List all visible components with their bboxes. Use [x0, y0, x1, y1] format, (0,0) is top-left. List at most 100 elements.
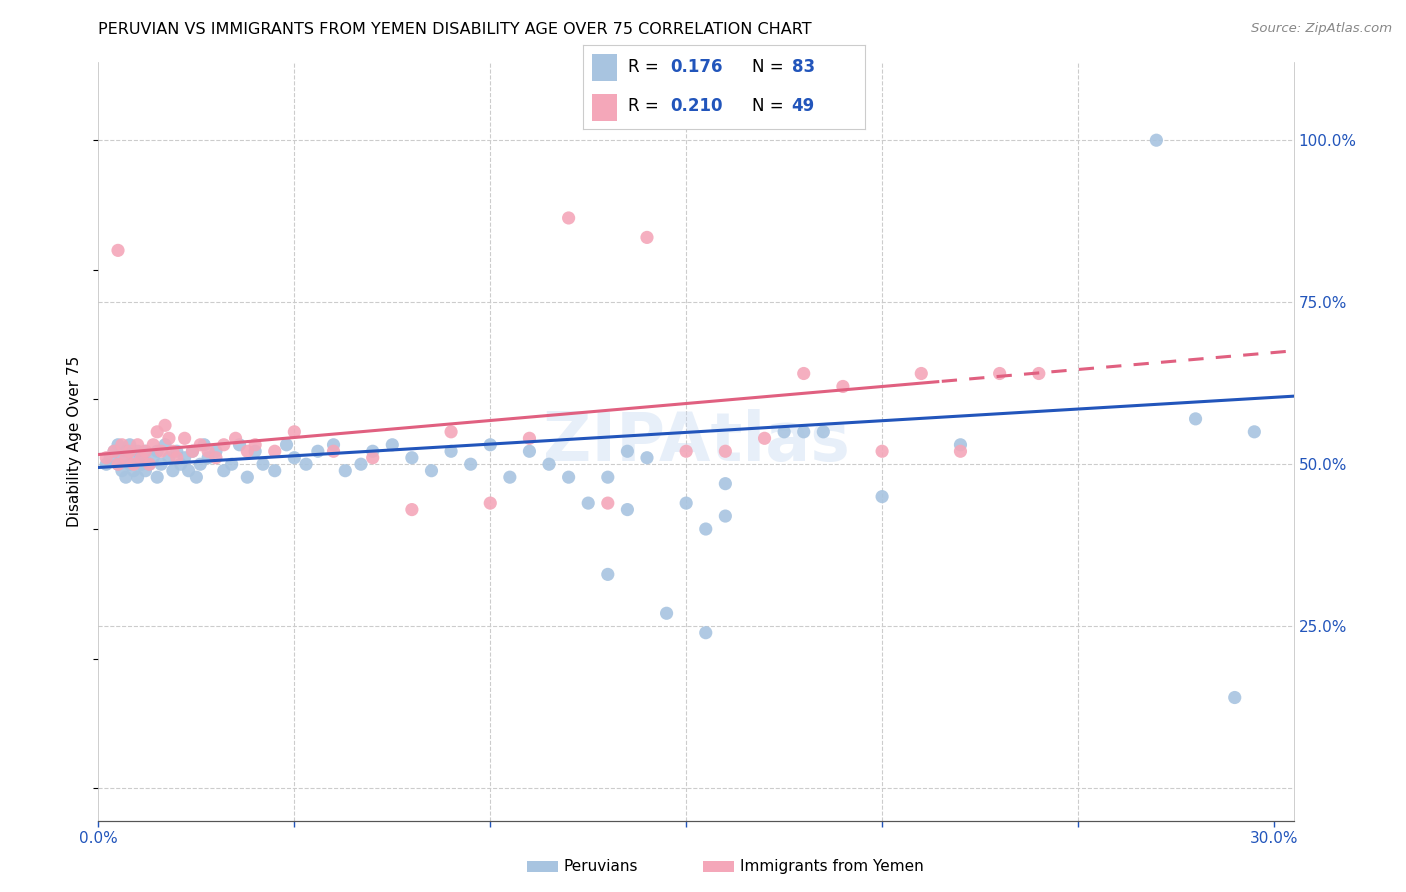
Point	[596, 470, 619, 484]
Point	[283, 450, 305, 465]
Point	[263, 444, 285, 458]
Point	[127, 470, 149, 484]
Point	[142, 450, 165, 465]
Point	[714, 476, 737, 491]
Point	[111, 450, 134, 465]
Point	[193, 438, 215, 452]
Text: Source: ZipAtlas.com: Source: ZipAtlas.com	[1251, 22, 1392, 36]
Point	[96, 457, 118, 471]
Point	[134, 464, 156, 478]
Point	[146, 444, 169, 458]
Point	[181, 444, 204, 458]
Point	[118, 438, 141, 452]
Point	[228, 438, 250, 452]
Point	[103, 444, 125, 458]
Point	[205, 444, 228, 458]
Point	[107, 457, 129, 471]
Point	[988, 367, 1011, 381]
Point	[150, 457, 173, 471]
Text: R =: R =	[628, 59, 665, 77]
Text: ZIPAtlas: ZIPAtlas	[543, 409, 849, 475]
Point	[131, 450, 153, 465]
Point	[519, 444, 541, 458]
Point	[157, 450, 180, 465]
Point	[675, 496, 697, 510]
Point	[212, 464, 235, 478]
Point	[773, 425, 796, 439]
Point	[557, 470, 579, 484]
Bar	[592, 94, 617, 120]
Point	[236, 470, 259, 484]
Y-axis label: Disability Age Over 75: Disability Age Over 75	[67, 356, 83, 527]
Point	[107, 457, 129, 471]
Point	[131, 450, 153, 465]
Point	[793, 367, 815, 381]
Text: N =: N =	[752, 97, 789, 115]
Point	[166, 450, 188, 465]
Point	[460, 457, 482, 471]
Point	[115, 444, 138, 458]
Point	[118, 457, 141, 471]
Point	[832, 379, 855, 393]
Point	[127, 444, 149, 458]
Point	[122, 450, 145, 465]
Point	[322, 438, 344, 452]
Point	[870, 444, 893, 458]
Text: 0.176: 0.176	[671, 59, 723, 77]
Point	[440, 444, 463, 458]
Point	[714, 509, 737, 524]
Text: 83: 83	[792, 59, 814, 77]
Point	[655, 607, 678, 621]
Point	[322, 444, 344, 458]
Point	[221, 457, 243, 471]
Point	[519, 431, 541, 445]
Point	[307, 444, 329, 458]
Point	[146, 470, 169, 484]
Point	[236, 444, 259, 458]
Text: PERUVIAN VS IMMIGRANTS FROM YEMEN DISABILITY AGE OVER 75 CORRELATION CHART: PERUVIAN VS IMMIGRANTS FROM YEMEN DISABI…	[98, 22, 813, 37]
Point	[754, 431, 776, 445]
Point	[205, 450, 228, 465]
Point	[263, 464, 285, 478]
Point	[243, 444, 266, 458]
Point	[596, 567, 619, 582]
Text: N =: N =	[752, 59, 789, 77]
Point	[162, 444, 184, 458]
Point	[616, 502, 638, 516]
Point	[335, 464, 357, 478]
Point	[138, 457, 160, 471]
Text: R =: R =	[628, 97, 665, 115]
Point	[440, 425, 463, 439]
Point	[479, 496, 502, 510]
Point	[173, 431, 195, 445]
Point	[479, 438, 502, 452]
Point	[166, 444, 188, 458]
Point	[170, 457, 193, 471]
Point	[636, 230, 658, 244]
Point	[118, 444, 141, 458]
Point	[162, 464, 184, 478]
Point	[596, 496, 619, 510]
Point	[111, 464, 134, 478]
Point	[107, 244, 129, 258]
Point	[695, 522, 717, 536]
Point	[1028, 367, 1050, 381]
Point	[401, 502, 423, 516]
Point	[197, 444, 219, 458]
Point	[401, 450, 423, 465]
Point	[225, 431, 247, 445]
Point	[636, 450, 658, 465]
Text: Peruvians: Peruvians	[564, 859, 638, 874]
Point	[153, 438, 176, 452]
Point	[793, 425, 815, 439]
Point	[173, 450, 195, 465]
Point	[557, 211, 579, 225]
Point	[695, 625, 717, 640]
Text: Immigrants from Yemen: Immigrants from Yemen	[740, 859, 924, 874]
Point	[111, 438, 134, 452]
Point	[350, 457, 373, 471]
Point	[616, 444, 638, 458]
Point	[188, 438, 211, 452]
Point	[420, 464, 443, 478]
Point	[910, 367, 932, 381]
